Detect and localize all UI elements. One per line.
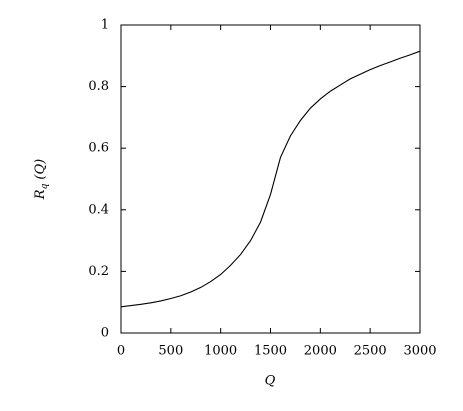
y-label-symbol: R — [33, 189, 48, 200]
y-label-subscript: q — [40, 183, 50, 189]
x-tick-label: 500 — [158, 344, 183, 359]
y-tick-label: 0.8 — [88, 79, 109, 94]
y-tick-label: 0.2 — [88, 264, 109, 279]
x-tick-label: 2500 — [354, 344, 387, 359]
x-tick-label: 2000 — [304, 344, 337, 359]
y-label-argument: (Q) — [33, 159, 48, 180]
x-axis-label: Q — [265, 374, 276, 389]
x-tick-label: 0 — [117, 344, 125, 359]
y-tick-label: 1 — [101, 18, 109, 33]
y-tick-label: 0 — [101, 326, 109, 341]
plot-frame — [120, 24, 421, 334]
x-tick-label: 1000 — [204, 344, 237, 359]
y-tick-label: 0.6 — [88, 141, 109, 156]
x-tick-label: 1500 — [254, 344, 287, 359]
line-series — [120, 50, 421, 308]
y-tick-label: 0.4 — [88, 202, 109, 217]
y-axis-label: Rq (Q) — [33, 159, 50, 200]
x-tick-label: 3000 — [403, 344, 436, 359]
